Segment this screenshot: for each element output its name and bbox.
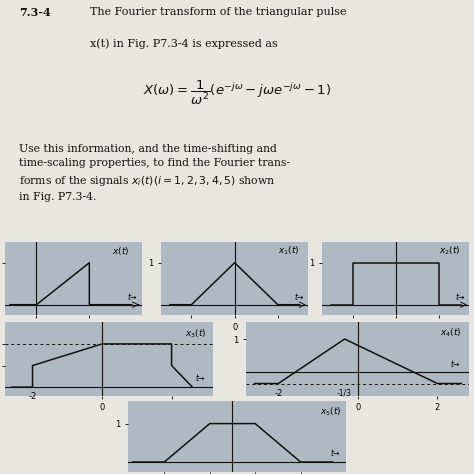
- Text: $x_4(t)$: $x_4(t)$: [440, 326, 461, 339]
- Text: x(t) in Fig. P7.3-4 is expressed as: x(t) in Fig. P7.3-4 is expressed as: [90, 38, 278, 49]
- Text: $t$→: $t$→: [127, 291, 138, 302]
- Text: $t$→: $t$→: [456, 291, 466, 302]
- Text: $t$→: $t$→: [195, 372, 206, 383]
- Text: $t$→: $t$→: [330, 447, 341, 458]
- Text: $x_3(t)$: $x_3(t)$: [185, 328, 206, 340]
- Text: -2: -2: [274, 389, 283, 398]
- Text: $x_5(t)$: $x_5(t)$: [320, 405, 341, 418]
- Text: $x_1(t)$: $x_1(t)$: [278, 245, 299, 257]
- Text: $X(\omega) = \dfrac{1}{\omega^2}(e^{-j\omega} - j\omega e^{-j\omega} - 1)$: $X(\omega) = \dfrac{1}{\omega^2}(e^{-j\o…: [143, 79, 331, 107]
- Text: $x(t)$: $x(t)$: [112, 245, 129, 257]
- Text: $x_2(t)$: $x_2(t)$: [439, 245, 460, 257]
- Text: -1/3: -1/3: [337, 389, 352, 398]
- Text: 7.3-4: 7.3-4: [19, 7, 51, 18]
- Text: $t$→: $t$→: [450, 358, 461, 369]
- Text: The Fourier transform of the triangular pulse: The Fourier transform of the triangular …: [90, 7, 346, 17]
- Text: -2: -2: [28, 392, 36, 401]
- Text: Use this information, and the time-shifting and
time-scaling properties, to find: Use this information, and the time-shift…: [19, 144, 290, 202]
- Text: $t$→: $t$→: [294, 291, 305, 302]
